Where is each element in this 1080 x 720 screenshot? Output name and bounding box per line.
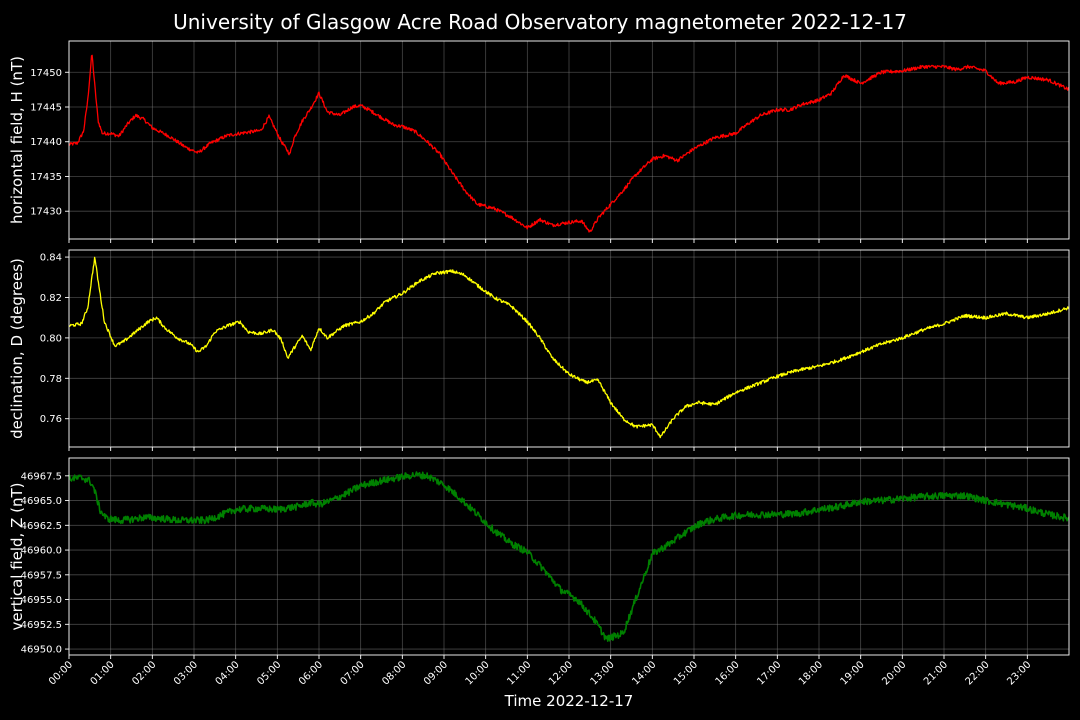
y-tick-label: 17445	[30, 103, 62, 114]
panel-declination: 0.76 0.78 0.80 0.82 0.84 declination, D (degr…	[8, 249, 1070, 451]
panel-horizontal: 17430 17435 17440 17445 17450 horizontal fiel…	[8, 40, 1070, 243]
y-tick-label: 17430	[30, 207, 62, 218]
y-tick-label: 17440	[30, 137, 62, 148]
panels: 17430 17435 17440 17445 17450 horizontal fiel…	[8, 40, 1070, 659]
panel-frame	[68, 40, 1070, 240]
y-axis-label: horizontal field, H (nT)	[8, 56, 26, 224]
y-axis-label: vertical field, Z (nT)	[8, 482, 26, 630]
y-tick-label: 46960.0	[21, 546, 62, 557]
y-tick-label: 0.76	[40, 414, 62, 425]
series-line-horizontal	[69, 54, 1069, 233]
series-line-vertical	[69, 471, 1069, 642]
x-axis-label: Time 2022-12-17	[504, 692, 634, 710]
y-tick-label: 46952.5	[21, 620, 62, 631]
panel-frame	[68, 457, 1070, 656]
y-tick-label: 0.84	[40, 253, 62, 264]
series-line-declination	[69, 256, 1069, 439]
y-tick-label: 46965.0	[21, 496, 62, 507]
y-tick-label: 46950.0	[21, 645, 62, 656]
y-tick-label: 0.82	[40, 293, 62, 304]
y-tick-label: 46962.5	[21, 521, 62, 532]
panel-frame	[68, 249, 1070, 448]
y-tick-label: 46967.5	[21, 471, 62, 482]
y-tick-label: 17435	[30, 172, 62, 183]
y-tick-label: 46957.5	[21, 570, 62, 581]
panel-vertical: 46950.0 46952.5 46955.0 46957.5 46960.0 46962…	[8, 457, 1070, 659]
y-axis-label: declination, D (degrees)	[8, 258, 26, 439]
y-tick-label: 0.78	[40, 374, 62, 385]
y-tick-label: 46955.0	[21, 595, 62, 606]
y-tick-label: 0.80	[40, 333, 62, 344]
chart-title: University of Glasgow Acre Road Observat…	[173, 10, 907, 34]
y-tick-label: 17450	[30, 68, 62, 79]
